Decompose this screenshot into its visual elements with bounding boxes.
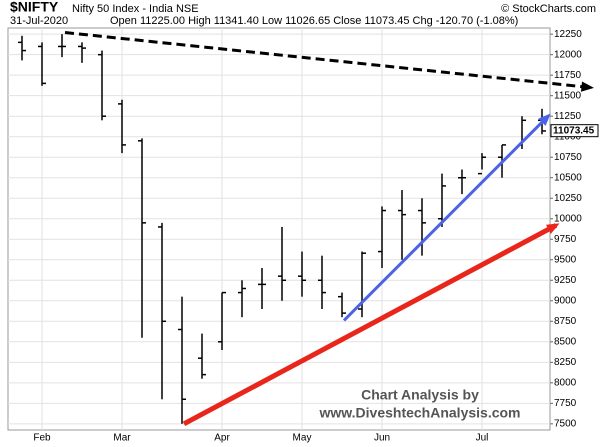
arrowhead bbox=[580, 81, 594, 92]
y-tick-label: 9250 bbox=[554, 275, 577, 286]
arrowhead bbox=[546, 223, 560, 234]
y-tick-label: 10750 bbox=[554, 152, 582, 163]
last-value-box bbox=[550, 124, 599, 138]
y-tick-label: 9500 bbox=[554, 254, 577, 265]
x-tick-label: Apr bbox=[214, 433, 230, 444]
annotation: Chart Analysis by bbox=[361, 387, 479, 403]
y-tick-label: 11250 bbox=[554, 111, 582, 122]
x-tick-label: Feb bbox=[33, 433, 51, 444]
y-tick-label: 8750 bbox=[554, 316, 577, 327]
trendline bbox=[64, 31, 591, 89]
y-tick-label: 11750 bbox=[554, 70, 582, 81]
y-tick-label: 8250 bbox=[554, 357, 577, 368]
quote: Open 11225.00 High 11341.40 Low 11026.65… bbox=[110, 15, 518, 27]
x-tick-label: Jul bbox=[476, 433, 489, 444]
y-tick-label: 7750 bbox=[554, 398, 577, 409]
y-tick-label: 9750 bbox=[554, 234, 577, 245]
y-tick-label: 7500 bbox=[554, 418, 577, 429]
y-tick-label: 8500 bbox=[554, 336, 577, 347]
source: © StockCharts.com bbox=[501, 3, 596, 15]
annotation: www.DiveshtechAnalysis.com bbox=[319, 405, 521, 421]
symbol: $NIFTY bbox=[10, 0, 59, 15]
x-tick-label: Jun bbox=[374, 433, 390, 444]
last-value-label: 11073.45 bbox=[553, 125, 595, 136]
y-tick-label: 12250 bbox=[554, 29, 582, 40]
trendline bbox=[182, 223, 558, 427]
y-tick-label: 10250 bbox=[554, 193, 582, 204]
date: 31-Jul-2020 bbox=[10, 15, 68, 27]
y-tick-label: 10000 bbox=[554, 213, 582, 224]
arrowhead bbox=[538, 113, 551, 126]
trendline bbox=[342, 115, 550, 322]
y-tick-label: 11500 bbox=[554, 90, 582, 101]
watermark: Chart Analysis by www.DiveshtechAnalysis… bbox=[319, 387, 521, 421]
y-tick-label: 8000 bbox=[554, 377, 577, 388]
y-tick-label: 12000 bbox=[554, 49, 582, 60]
plot-frame bbox=[7, 27, 551, 431]
chart-title: Nifty 50 Index - India NSE bbox=[72, 3, 199, 15]
y-tick-label: 10500 bbox=[554, 172, 582, 183]
x-tick-label: May bbox=[293, 433, 312, 444]
x-tick-label: Mar bbox=[113, 433, 131, 444]
y-tick-label: 9000 bbox=[554, 295, 577, 306]
